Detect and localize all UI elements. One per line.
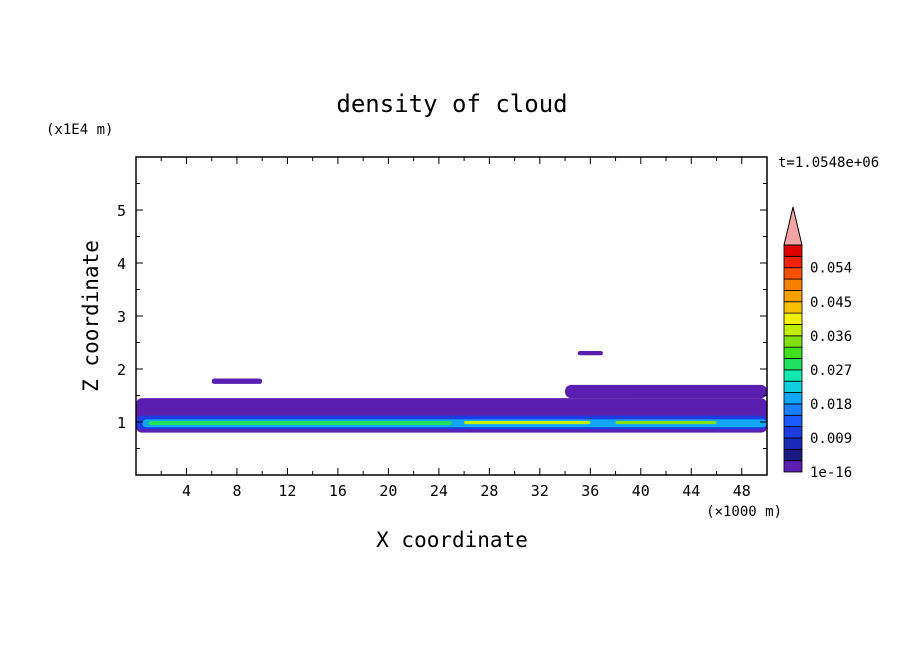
x-tick-label: 40 <box>632 482 650 500</box>
chart-title: density of cloud <box>336 90 567 118</box>
x-tick-label: 32 <box>531 482 549 500</box>
x-tick-label: 12 <box>278 482 296 500</box>
colorbar-segment <box>783 312 803 325</box>
time-label: t=1.0548e+06 <box>778 155 879 171</box>
x-tick-label: 36 <box>581 482 599 500</box>
colorbar-segment <box>783 437 803 450</box>
contour-region <box>148 420 452 426</box>
x-tick-label: 16 <box>329 482 347 500</box>
x-tick-label: 44 <box>682 482 700 500</box>
y-tick-label: 3 <box>117 308 126 326</box>
colorbar-segment <box>783 403 803 416</box>
colorbar-tick-label: 0.054 <box>810 261 852 277</box>
x-tick-label: 20 <box>379 482 397 500</box>
x-tick-label: 4 <box>182 482 191 500</box>
colorbar-segment <box>783 267 803 280</box>
colorbar-segment <box>783 448 803 462</box>
colorbar-segment <box>783 324 803 337</box>
contour-region <box>464 420 591 425</box>
colorbar-segment <box>783 278 803 291</box>
colorbar-segment <box>783 255 803 269</box>
x-tick-label: 24 <box>430 482 448 500</box>
y-tick-label: 2 <box>117 361 126 379</box>
colorbar-tick-label: 0.009 <box>810 431 852 447</box>
colorbar-segment <box>783 335 803 348</box>
x-tick-label: 28 <box>480 482 498 500</box>
x-tick-label: 48 <box>733 482 751 500</box>
y-tick-label: 4 <box>117 255 126 273</box>
colorbar-tick-label: 0.036 <box>810 329 852 345</box>
plot-area <box>136 350 767 433</box>
colorbar-tick-label: 0.027 <box>810 363 852 379</box>
colorbar-segment <box>783 358 803 371</box>
contour-region <box>565 384 767 399</box>
contour-region <box>615 420 717 425</box>
colorbar-tick-label: 0.018 <box>810 397 852 413</box>
x-unit-label: (×1000 m) <box>706 504 782 520</box>
colorbar-segment <box>783 369 803 382</box>
y-tick-label: 1 <box>117 414 126 432</box>
y-axis: 1 2 3 4 5 <box>117 183 767 449</box>
colorbar-tick-label: 1e-16 <box>810 465 852 481</box>
x-axis-label: X coordinate <box>376 528 528 552</box>
contour-region <box>211 378 263 384</box>
colorbar-segment <box>783 346 803 359</box>
colorbar-extend-arrow <box>783 206 803 246</box>
y-tick-label: 5 <box>117 202 126 220</box>
y-axis-label: Z coordinate <box>79 240 103 392</box>
colorbar-segment <box>783 301 803 314</box>
colorbar-tick-label: 0.045 <box>810 295 852 311</box>
colorbar-segment <box>783 380 803 393</box>
colorbar-segment <box>783 392 803 405</box>
x-tick-label: 8 <box>232 482 241 500</box>
colorbar-segment <box>783 414 803 428</box>
contour-region <box>577 350 603 356</box>
y-unit-label: (x1E4 m) <box>46 122 113 138</box>
colorbar-segment <box>783 460 803 473</box>
colorbar-segment <box>783 289 803 303</box>
colorbar: 1e-16 0.009 0.018 0.027 0.036 0.045 0.054 <box>783 206 852 481</box>
colorbar-segment <box>783 426 803 439</box>
colorbar-segment <box>783 244 803 257</box>
x-axis: 4 8 12 16 20 24 28 32 36 40 44 48 <box>160 157 751 500</box>
